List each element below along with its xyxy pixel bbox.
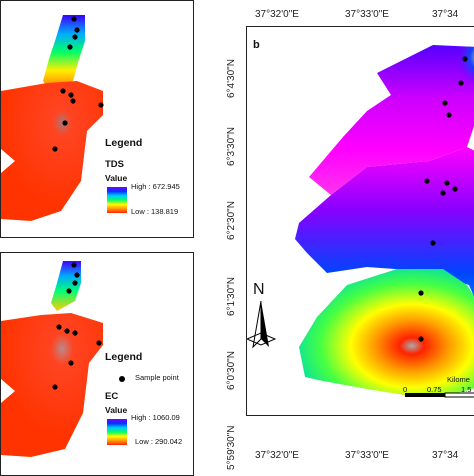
sample-point — [68, 92, 74, 98]
scale-tick-label: 0 — [403, 385, 408, 394]
top-coord-label: 37°34 — [432, 9, 459, 20]
value-label: Value — [105, 173, 128, 183]
top-coord-label: 37°32'0"E — [255, 9, 299, 20]
north-arrow — [247, 300, 277, 349]
left-coord-label: 6°3'30"N — [226, 127, 237, 166]
sample-point — [71, 262, 77, 268]
scale-tick-label: 1.5 — [461, 385, 472, 394]
bottom-coord-label: 37°34 — [432, 450, 459, 461]
sample-point-label: Sample point — [135, 373, 179, 382]
sample-point — [96, 340, 102, 346]
bottom-coord-label: 37°32'0"E — [255, 450, 299, 461]
sample-point — [52, 384, 58, 390]
low-value: Low : 138.819 — [131, 207, 179, 216]
ec-south-zone — [1, 313, 103, 457]
south-zone — [299, 269, 474, 397]
sample-point — [418, 290, 424, 296]
left-coord-label: 6°2'30"N — [226, 201, 237, 240]
sample-point — [424, 178, 430, 184]
top-coord-label: 37°33'0"E — [345, 9, 389, 20]
sample-point — [72, 280, 78, 286]
panel-b-map — [247, 45, 474, 398]
sample-point — [418, 336, 424, 342]
sample-point — [70, 98, 76, 104]
bottom-coord-label: 37°33'0"E — [345, 450, 389, 461]
low-value: Low : 290.042 — [135, 437, 183, 446]
middle-zone — [295, 147, 474, 297]
sample-point — [444, 180, 450, 186]
scale-bar — [405, 392, 474, 398]
scale-unit-label: Kilome — [447, 375, 470, 384]
sample-point — [62, 120, 68, 126]
sample-point — [452, 186, 458, 192]
ec-map-panel: Legend Sample point EC Value High : 1060… — [0, 252, 194, 476]
ec-north-zone — [51, 261, 81, 311]
sample-point — [60, 88, 66, 94]
sample-point — [68, 360, 74, 366]
left-coord-label: 5°59'30"N — [226, 425, 237, 471]
sample-point — [442, 100, 448, 106]
sample-point — [72, 34, 78, 40]
sample-point — [458, 80, 464, 86]
sample-point — [72, 330, 78, 336]
sample-point — [462, 56, 468, 62]
north-label: N — [253, 281, 265, 298]
legend-title: Legend — [105, 351, 143, 363]
panel-letter: b — [253, 39, 260, 51]
variable-name: TDS — [105, 159, 124, 170]
sample-point — [446, 112, 452, 118]
color-ramp — [107, 419, 127, 445]
color-ramp — [107, 187, 127, 213]
sample-point — [52, 146, 58, 152]
scale-tick-label: 0.75 — [427, 385, 442, 394]
tds-south-zone — [1, 81, 103, 221]
sample-point — [98, 102, 104, 108]
tds-map-panel: Legend TDS Value High : 672.945 Low : 13… — [0, 0, 194, 238]
sample-point — [430, 240, 436, 246]
high-value: High : 672.945 — [131, 182, 180, 191]
tds-north-zone — [43, 15, 85, 89]
value-label: Value — [105, 405, 128, 415]
left-coord-label: 6°1'30"N — [226, 277, 237, 316]
variable-name: EC — [105, 391, 119, 402]
sample-point — [74, 272, 80, 278]
sample-point — [66, 288, 72, 294]
sample-point — [56, 324, 62, 330]
sample-point — [74, 27, 80, 33]
sample-point — [67, 44, 73, 50]
high-value: High : 1060.09 — [131, 413, 180, 422]
ec-map — [1, 261, 103, 457]
left-coord-label: 6°0'30"N — [226, 351, 237, 390]
sample-point-legend-symbol — [119, 376, 125, 382]
legend-title: Legend — [105, 137, 143, 149]
left-coord-label: 6°4'30"N — [226, 59, 237, 98]
sample-point — [71, 16, 77, 22]
north-low-zone — [427, 45, 474, 127]
sample-point — [440, 190, 446, 196]
map-panel-b: b N Kilome 0 0.75 1.5 — [246, 26, 474, 416]
sample-point — [64, 328, 70, 334]
tds-map — [1, 15, 104, 221]
